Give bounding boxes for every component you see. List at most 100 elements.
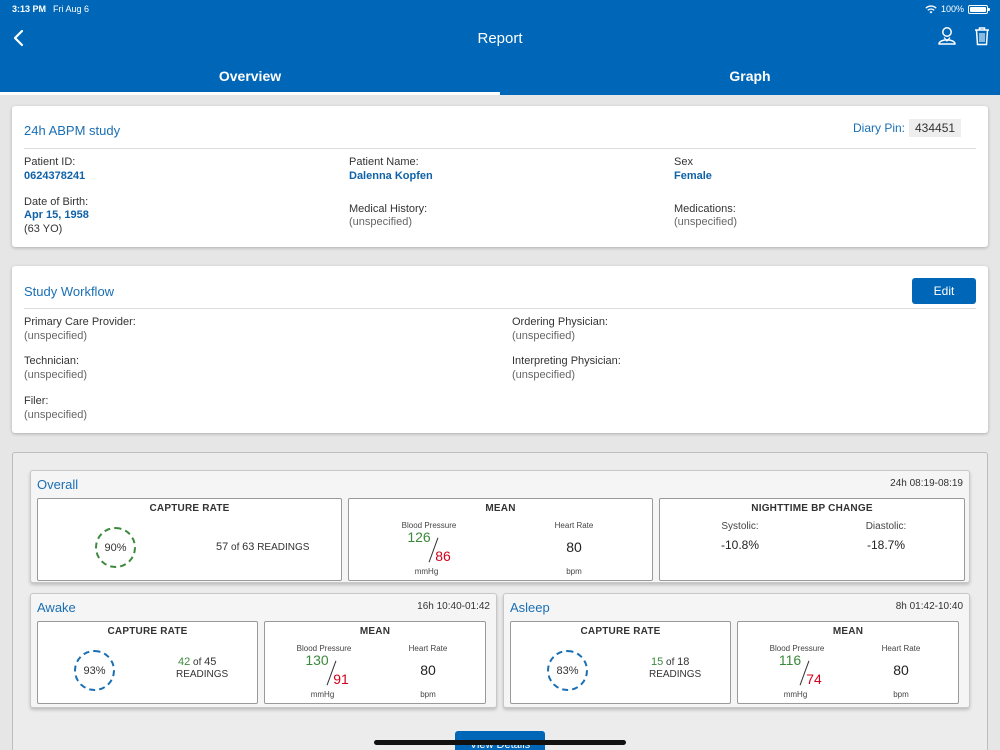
patient-user-icon[interactable] — [936, 25, 958, 47]
wifi-icon — [925, 4, 937, 13]
primary-care-label: Primary Care Provider: — [24, 316, 136, 328]
systolic-change-value: -10.8% — [720, 538, 760, 552]
tab-bar: Overview Graph — [0, 58, 1000, 95]
dob-value: Apr 15, 1958 — [24, 209, 89, 221]
systolic-value: 130 — [305, 652, 329, 668]
edit-button[interactable]: Edit — [912, 278, 976, 304]
capture-rate-percent: 93% — [83, 664, 106, 677]
capture-rate-heading: CAPTURE RATE — [580, 626, 661, 637]
systolic-value: 116 — [778, 652, 802, 668]
diastolic-change-label: Diastolic: — [865, 521, 907, 532]
bp-label: Blood Pressure — [401, 521, 457, 530]
status-date: Fri Aug 6 — [53, 4, 90, 14]
nav-bar: Report — [0, 20, 1000, 58]
capture-rate-heading: CAPTURE RATE — [149, 503, 230, 514]
readings-label: READINGS — [257, 542, 310, 553]
capture-rate-heading: CAPTURE RATE — [107, 626, 188, 637]
ordering-physician-value: (unspecified) — [512, 330, 575, 342]
divider — [24, 148, 976, 149]
hr-label: Heart Rate — [408, 644, 448, 653]
tab-graph[interactable]: Graph — [729, 68, 771, 84]
readings-captured: 42 — [178, 656, 191, 668]
hr-value: 80 — [893, 662, 909, 678]
systolic-change-label: Systolic: — [721, 521, 759, 532]
diastolic-value: 74 — [806, 671, 822, 687]
hr-unit: bpm — [566, 567, 582, 576]
filer-value: (unspecified) — [24, 409, 87, 421]
overall-range: 24h 08:19-08:19 — [890, 478, 963, 489]
asleep-title: Asleep — [510, 600, 550, 615]
readings-count: 15 of 18 — [651, 656, 689, 668]
bp-unit: mmHg — [310, 690, 335, 699]
status-right: 100% — [925, 4, 990, 14]
battery-percent: 100% — [940, 4, 964, 14]
diastolic-change-value: -18.7% — [866, 538, 906, 552]
hr-unit: bpm — [893, 690, 909, 699]
asleep-panel: Asleep 8h 01:42-10:40 CAPTURE RATE 83% 1… — [503, 593, 970, 708]
trash-icon[interactable] — [972, 25, 992, 47]
mean-heading: MEAN — [485, 503, 516, 514]
page-title: Report — [477, 30, 523, 47]
technician-value: (unspecified) — [24, 369, 87, 381]
diastolic-value: 91 — [333, 671, 349, 687]
bp-unit: mmHg — [414, 567, 439, 576]
awake-mean-box: MEAN Blood Pressure Heart Rate 130 91 mm… — [264, 621, 486, 704]
awake-panel: Awake 16h 10:40-01:42 CAPTURE RATE 93% 4… — [30, 593, 497, 708]
sex-value: Female — [674, 170, 712, 182]
capture-rate-ring: 83% — [547, 650, 588, 691]
medications-label: Medications: — [674, 203, 736, 215]
medical-history-label: Medical History: — [349, 203, 428, 215]
dob-label: Date of Birth: — [24, 196, 89, 208]
primary-care-value: (unspecified) — [24, 330, 87, 342]
hr-value: 80 — [566, 539, 582, 555]
diastolic-value: 86 — [435, 548, 451, 564]
bp-label: Blood Pressure — [296, 644, 352, 653]
bp-unit: mmHg — [783, 690, 808, 699]
hr-label: Heart Rate — [881, 644, 921, 653]
asleep-range: 8h 01:42-10:40 — [895, 601, 963, 612]
medications-value: (unspecified) — [674, 216, 737, 228]
study-title: 24h ABPM study — [24, 123, 121, 138]
capture-rate-percent: 90% — [104, 541, 127, 554]
interpreting-physician-value: (unspecified) — [512, 369, 575, 381]
readings-total: 18 — [677, 656, 690, 668]
readings-of: of — [193, 657, 202, 668]
sex-label: Sex — [674, 156, 693, 168]
filer-label: Filer: — [24, 395, 49, 407]
mean-heading: MEAN — [832, 626, 864, 637]
readings-of: of — [666, 657, 675, 668]
overall-mean-box: MEAN Blood Pressure Heart Rate 126 86 mm… — [348, 498, 653, 581]
ordering-physician-label: Ordering Physician: — [512, 316, 608, 328]
mean-heading: MEAN — [359, 626, 391, 637]
status-bar: 3:13 PM Fri Aug 6 100% — [0, 0, 1000, 20]
patient-name-value: Dalenna Kopfen — [349, 170, 433, 182]
readings-total: 63 — [242, 541, 255, 553]
hr-unit: bpm — [420, 690, 436, 699]
back-chevron-icon[interactable] — [8, 26, 30, 50]
overall-title: Overall — [37, 477, 79, 492]
battery-icon — [968, 4, 990, 14]
readings-count: 42 of 45 — [178, 656, 216, 668]
overall-capture-box: CAPTURE RATE 90% 57 of 63 READINGS — [37, 498, 342, 581]
workflow-title: Study Workflow — [24, 284, 115, 299]
study-card: 24h ABPM study Diary Pin: 434451 Patient… — [12, 106, 988, 247]
readings-total: 45 — [204, 656, 217, 668]
readings-label: READINGS — [649, 669, 702, 680]
awake-capture-box: CAPTURE RATE 93% 42 of 45 READINGS — [37, 621, 258, 704]
systolic-value: 126 — [407, 529, 431, 545]
patient-id-label: Patient ID: — [24, 156, 76, 168]
medical-history-value: (unspecified) — [349, 216, 412, 228]
technician-label: Technician: — [24, 355, 80, 367]
hr-value: 80 — [420, 662, 436, 678]
asleep-mean-box: MEAN Blood Pressure Heart Rate 116 74 mm… — [737, 621, 959, 704]
readings-captured: 15 — [651, 656, 664, 668]
diary-pin-value: 434451 — [909, 119, 962, 137]
patient-name-label: Patient Name: — [349, 156, 419, 168]
status-time: 3:13 PM — [12, 4, 47, 14]
readings-captured: 57 — [216, 541, 229, 553]
awake-title: Awake — [37, 600, 76, 615]
tab-overview[interactable]: Overview — [0, 58, 500, 95]
nighttime-heading: NIGHTTIME BP CHANGE — [751, 503, 873, 514]
overall-panel: Overall 24h 08:19-08:19 CAPTURE RATE 90%… — [30, 470, 970, 583]
readings-count: 57 of 63 READINGS — [216, 541, 309, 553]
